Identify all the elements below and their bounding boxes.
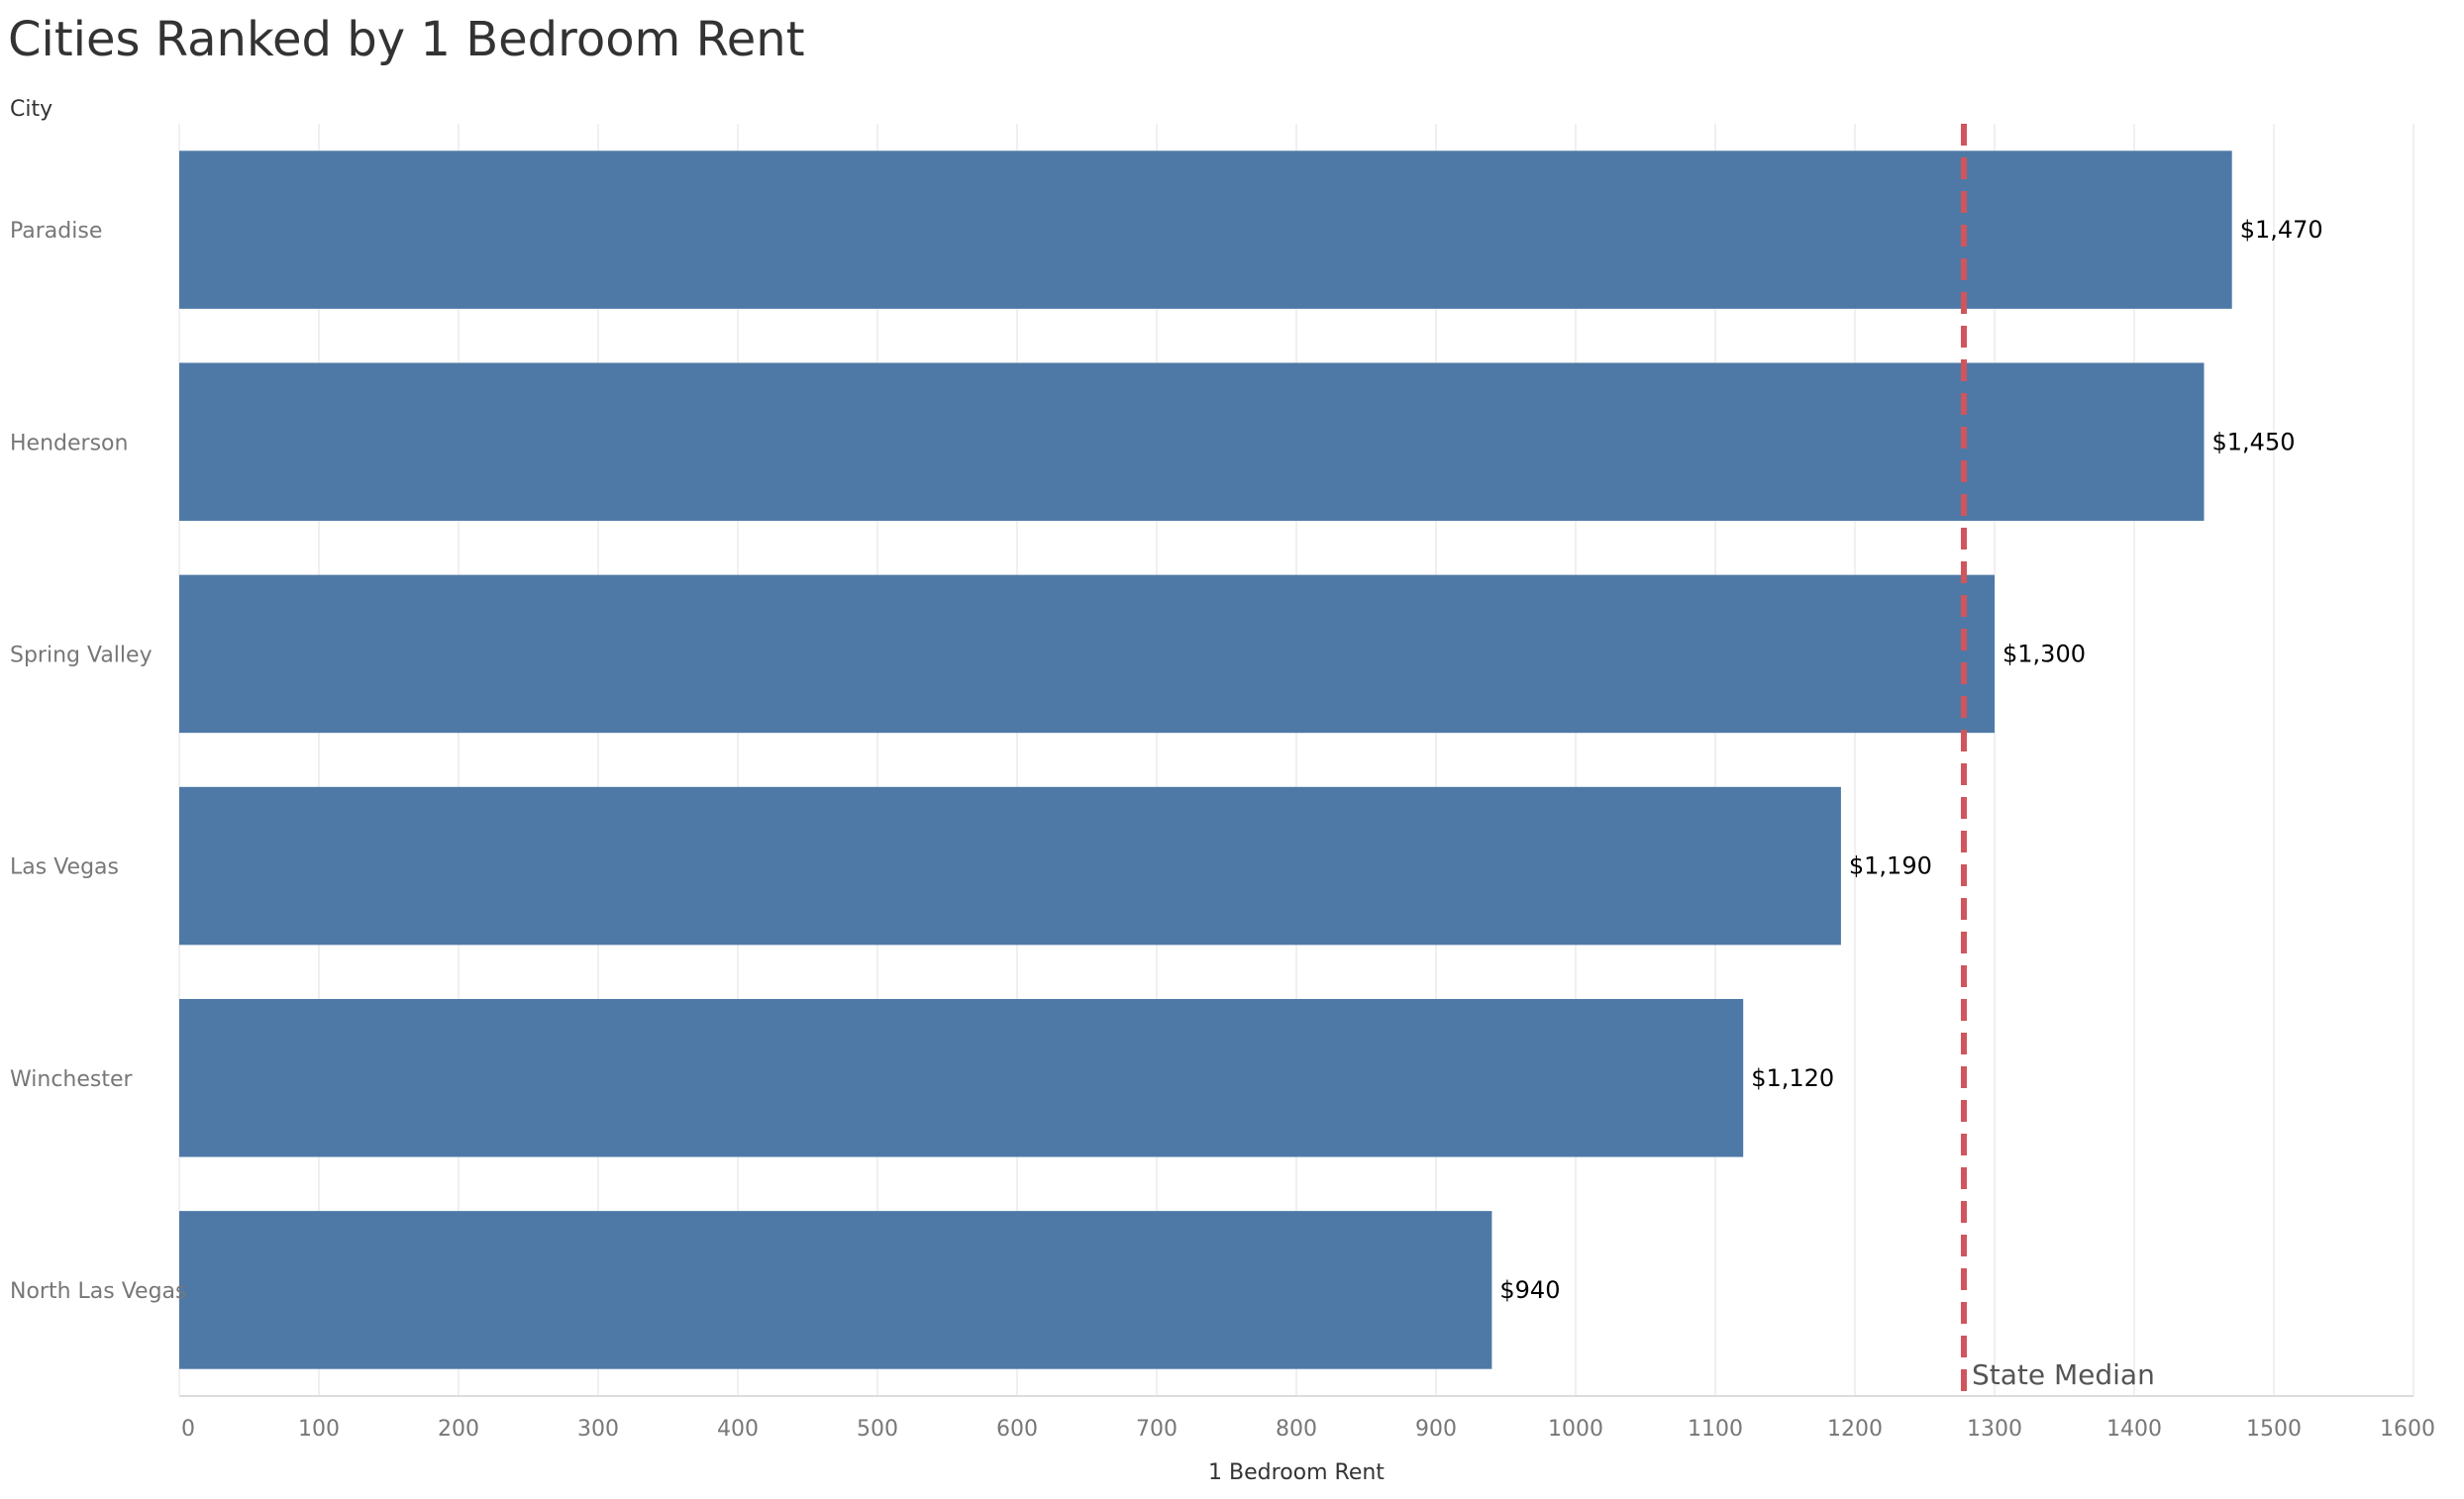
grid-lines [178,124,2414,1397]
data-label: $1,300 [2002,640,2086,667]
chart-title: Cities Ranked by 1 Bedroom Rent [8,12,805,67]
x-tick-label: 1000 [1548,1417,1603,1442]
x-tick-label: 1600 [2380,1417,2435,1442]
x-tick-label: 400 [717,1417,759,1442]
x-axis-title: 1 Bedroom Rent [1208,1460,1385,1485]
x-tick-label: 1100 [1688,1417,1743,1442]
x-tick-label: 1500 [2246,1417,2302,1442]
x-tick-label: 1400 [2106,1417,2162,1442]
bars [179,150,2232,1369]
bar-las-vegas[interactable] [179,786,1841,946]
x-tick-label: 500 [857,1417,898,1442]
data-label: $1,190 [1849,852,1932,880]
category-label: Henderson [10,431,128,455]
data-label: $1,470 [2240,216,2323,244]
state-median-label: State Median [1972,1358,2155,1391]
data-label: $940 [1499,1276,1560,1304]
category-axis-title: City [10,97,52,122]
data-label: $1,120 [1751,1064,1834,1092]
category-label: Winchester [10,1067,134,1092]
x-tick-label: 1300 [1967,1417,2022,1442]
x-tick-label: 0 [181,1417,195,1442]
category-label: Paradise [10,219,102,244]
bar-paradise[interactable] [179,150,2232,309]
category-label: Las Vegas [10,855,119,880]
category-label: Spring Valley [10,643,153,667]
x-tick-label: 600 [996,1417,1038,1442]
data-label: $1,450 [2212,428,2296,455]
x-tick-label: 100 [298,1417,340,1442]
category-label: North Las Vegas [10,1279,187,1304]
x-tick-label: 300 [577,1417,619,1442]
x-tick-label: 900 [1415,1417,1457,1442]
bar-henderson[interactable] [179,362,2205,522]
labels: 0 100 200 300 400 500 600 700 800 900 1000 1100 1200… [10,97,2435,1485]
x-tick-label: 1200 [1827,1417,1883,1442]
x-tick-label: 800 [1276,1417,1317,1442]
bar-spring-valley[interactable] [179,574,1995,734]
x-tick-label: 700 [1136,1417,1178,1442]
bar-winchester[interactable] [179,998,1744,1157]
bar-north-las-vegas[interactable] [179,1211,1492,1369]
x-tick-label: 200 [438,1417,479,1442]
